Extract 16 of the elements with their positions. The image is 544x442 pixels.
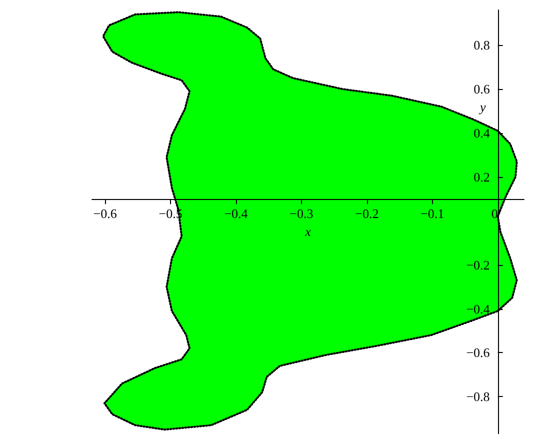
y-tick-label: −0.4 bbox=[466, 301, 490, 316]
x-axis-title: x bbox=[304, 224, 312, 239]
x-tick-label: 0 bbox=[491, 206, 498, 222]
x-tick-label: −0.4 bbox=[224, 206, 248, 222]
y-tick-label: 0.8 bbox=[474, 38, 490, 53]
y-tick-label: −0.8 bbox=[466, 389, 490, 404]
y-tick-label: −0.2 bbox=[466, 257, 490, 272]
y-tick-label: 0.6 bbox=[474, 82, 490, 97]
x-tick-label: −0.6 bbox=[93, 206, 118, 222]
y-tick-label: 0.4 bbox=[474, 126, 490, 141]
y-tick-label: 0.2 bbox=[474, 169, 490, 184]
y-axis-title: y bbox=[478, 99, 486, 114]
x-tick-label: −0.1 bbox=[420, 206, 444, 222]
x-tick-label: −0.3 bbox=[290, 206, 314, 222]
y-tick-label: −0.6 bbox=[466, 345, 490, 360]
x-tick-label: −0.2 bbox=[355, 206, 379, 222]
